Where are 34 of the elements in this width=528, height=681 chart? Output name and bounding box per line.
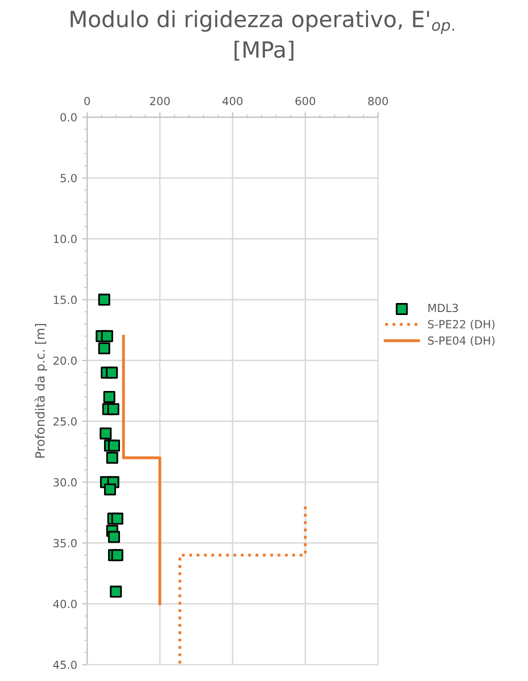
- y-tick-label: 30.0: [54, 478, 77, 487]
- x-tick-label: 600: [295, 96, 316, 106]
- point: [103, 390, 116, 403]
- legend-label: S-PE04 (DH): [428, 336, 494, 346]
- y-tick-label: 5.0: [60, 174, 77, 182]
- point: [100, 427, 112, 440]
- point: [108, 530, 120, 543]
- legend-label: MDL3: [428, 304, 458, 312]
- y-tick-label: 20.0: [53, 356, 77, 365]
- point: [106, 452, 118, 464]
- x-tick-label: 200: [150, 96, 170, 106]
- point: [107, 403, 120, 416]
- point: [98, 294, 110, 306]
- y-tick-label: 0.0: [60, 113, 77, 122]
- x-tick-label: 400: [222, 96, 242, 106]
- x-tick-label: 0: [84, 96, 90, 106]
- point: [106, 366, 118, 379]
- x-tick-label: 800: [368, 96, 388, 106]
- point: [108, 440, 120, 452]
- y-tick-label: 35.0: [54, 538, 77, 548]
- point: [101, 330, 114, 342]
- y-tick-label: 10.0: [54, 234, 77, 244]
- y-tick-label: 15.0: [54, 296, 77, 304]
- point: [104, 483, 116, 496]
- point: [98, 342, 110, 354]
- y-tick-label: 45.0: [53, 660, 77, 670]
- chart-title: Modulo di rigidezza operativo, E'$_{op.}$ [MPa]: [70, 10, 454, 61]
- y-tick-label: 25.0: [53, 417, 77, 426]
- point: [111, 512, 124, 525]
- point: [110, 586, 122, 598]
- point: [111, 549, 124, 562]
- y-tick-label: 40.0: [53, 600, 77, 608]
- y-axis-title: Profondità da p.c. [m]: [34, 324, 48, 458]
- legend-label: S-PE22 (DH): [428, 320, 494, 330]
